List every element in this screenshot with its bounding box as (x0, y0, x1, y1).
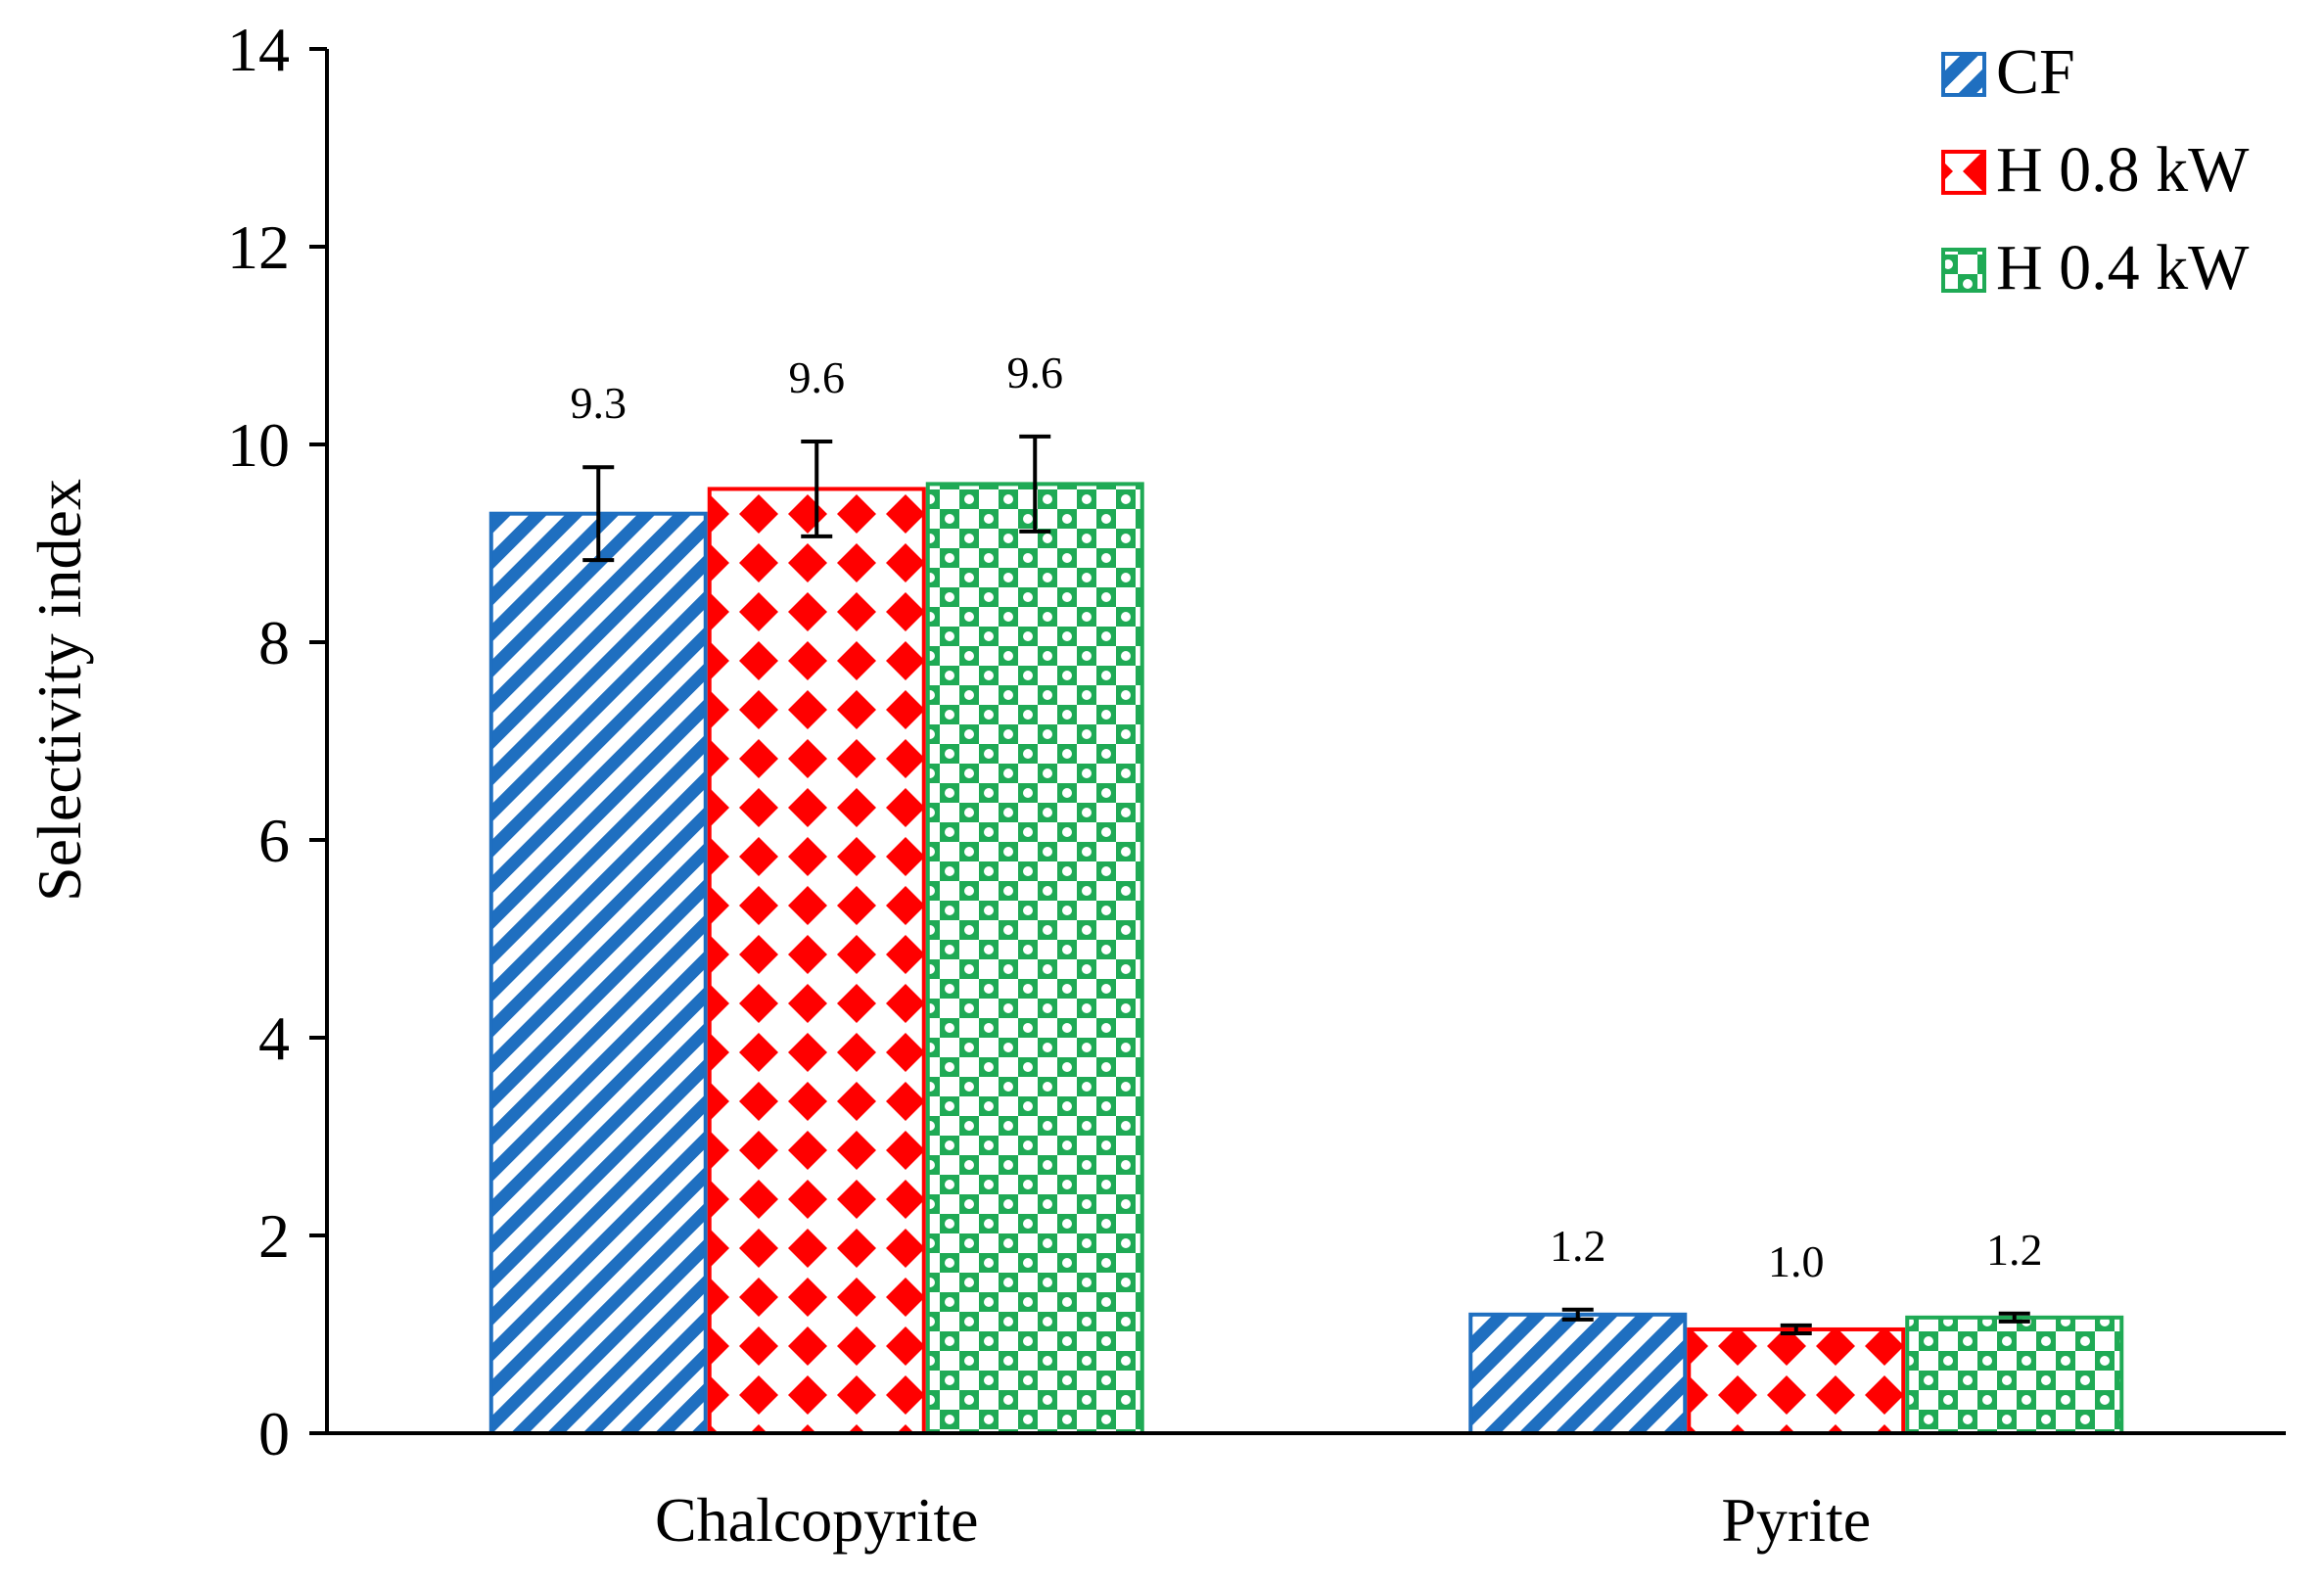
bars-group: 9.3 9.6 9.6 1.2 1.0 1.2 (488, 348, 2124, 1436)
legend-swatch (1941, 248, 1986, 293)
legend-swatch (1941, 150, 1986, 195)
y-tick-label: 4 (258, 1003, 290, 1073)
data-label: 9.3 (571, 378, 627, 428)
legend-item: H 0.8 kW (1941, 134, 2250, 206)
legend-item: CF (1941, 36, 2075, 108)
y-tick-label: 6 (258, 806, 290, 875)
data-label: 1.0 (1768, 1236, 1825, 1286)
legend-label: H 0.8 kW (1996, 134, 2250, 206)
error-bar (582, 465, 615, 563)
y-axis: 0 2 4 6 8 10 12 14 (227, 15, 329, 1468)
error-bar (1780, 1323, 1812, 1335)
y-tick-label: 0 (258, 1399, 290, 1468)
legend: CF H 0.8 kW H 0.4 kW (1941, 36, 2250, 303)
error-bar (801, 439, 833, 538)
x-category-label: Pyrite (1721, 1485, 1871, 1555)
error-bar (1561, 1307, 1594, 1322)
x-category-label: Chalcopyrite (655, 1485, 979, 1555)
y-tick-label: 14 (227, 15, 290, 84)
bar-h-0-4-kw-chalcopyrite (925, 482, 1144, 1435)
y-tick-label: 12 (227, 212, 290, 282)
y-tick-label: 10 (227, 410, 290, 480)
x-axis: Chalcopyrite Pyrite (327, 1431, 2286, 1555)
data-label: 9.6 (1007, 348, 1064, 397)
error-bar (1998, 1311, 2030, 1324)
y-axis-label: Selectivity index (24, 479, 94, 902)
bar-cf-pyrite (1468, 1312, 1688, 1436)
data-label: 9.6 (789, 352, 846, 402)
y-tick-label: 2 (258, 1201, 290, 1271)
bar-h-0-8-kw-pyrite (1687, 1326, 1906, 1435)
legend-label: CF (1996, 36, 2075, 108)
bar-cf-chalcopyrite (488, 511, 708, 1435)
data-label: 1.2 (1986, 1225, 2043, 1275)
bar-h-0-8-kw-chalcopyrite (707, 487, 926, 1435)
bar-h-0-4-kw-pyrite (1905, 1315, 2124, 1435)
error-bar (1019, 434, 1051, 534)
data-label: 1.2 (1550, 1221, 1606, 1271)
y-tick-label: 8 (258, 608, 290, 677)
legend-label: H 0.4 kW (1996, 232, 2250, 303)
legend-swatch (1941, 52, 1986, 97)
legend-item: H 0.4 kW (1941, 232, 2250, 303)
